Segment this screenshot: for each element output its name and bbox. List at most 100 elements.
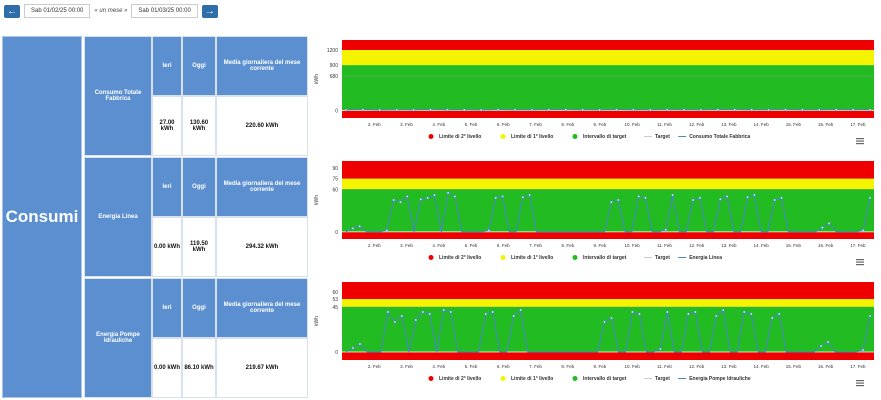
arrow-left-icon[interactable]: ← (4, 4, 20, 18)
legend-label: Intervallo di target (583, 255, 627, 261)
data-point (691, 198, 695, 202)
menu-bar (856, 385, 864, 387)
x-tick-label: 9. Feb (594, 364, 607, 369)
data-point (512, 314, 515, 318)
section-title: Consumi (2, 36, 82, 398)
data-point (479, 108, 483, 112)
data-point (851, 108, 855, 112)
data-point (547, 108, 551, 112)
legend-label: Target (655, 255, 670, 261)
x-tick-label: 14. Feb (754, 122, 770, 127)
data-point (784, 108, 787, 112)
x-tick-label: 7. Feb (529, 364, 542, 369)
x-tick-label: 4. Feb (432, 243, 445, 248)
header-avg: Media giornaliera del mese corrente (216, 278, 308, 338)
x-tick-label: 14. Feb (754, 364, 770, 369)
x-tick-label: 17. Feb (850, 243, 866, 248)
range-label: « un mese » (94, 8, 128, 14)
value-today: 119.50 kWh (182, 217, 216, 277)
data-point (834, 108, 838, 112)
arrow-right-icon[interactable]: → (201, 4, 218, 18)
legend-label: Limite di 2° livello (439, 376, 481, 382)
x-tick-label: 3. Feb (400, 122, 413, 127)
x-tick-label: 7. Feb (529, 243, 542, 248)
data-point (699, 108, 703, 112)
x-tick-label: 7. Feb (529, 122, 542, 127)
y-tick-label: 0 (335, 350, 338, 356)
data-point (581, 108, 584, 112)
menu-icon[interactable] (856, 259, 864, 266)
band (342, 50, 874, 66)
x-tick-label: 2. Feb (368, 364, 381, 369)
x-tick-label: 6. Feb (497, 243, 510, 248)
data-point (399, 200, 402, 204)
data-point (393, 320, 397, 324)
data-point (817, 108, 821, 112)
data-point (687, 312, 690, 316)
value-today: 86.10 kWh (182, 338, 216, 398)
energy-chart: 0 680 900 1200 kWh 2. Feb 3. Feb 4. Feb 5. Feb 6.… (308, 36, 880, 156)
data-point (648, 108, 652, 112)
metric-name: Energia Pompe Idrauliche (84, 278, 152, 398)
menu-icon[interactable] (856, 138, 864, 145)
legend-symbol (500, 376, 506, 381)
data-point (400, 314, 404, 318)
data-point (521, 195, 525, 199)
legend-label: Consumo Totale Fabbrica (689, 134, 750, 140)
legend-label: Limite di 1° livello (511, 255, 553, 261)
x-tick-label: 10. Feb (625, 243, 641, 248)
x-tick-label: 6. Feb (497, 122, 510, 127)
legend-label: Limite di 1° livello (511, 376, 553, 382)
value-today: 130.60 kWh (182, 96, 216, 156)
data-point (433, 193, 436, 197)
x-tick-label: 13. Feb (721, 122, 737, 127)
y-axis-label: kWh (314, 74, 320, 84)
y-tick-label: 60 (332, 290, 338, 296)
data-point (530, 108, 534, 112)
header-today: Oggi (182, 157, 216, 217)
data-point (753, 193, 756, 197)
menu-icon[interactable] (856, 380, 864, 387)
band (342, 231, 874, 239)
data-point (358, 224, 361, 228)
x-tick-label: 4. Feb (432, 364, 445, 369)
data-point (694, 310, 697, 314)
data-point (773, 198, 777, 202)
data-point (632, 108, 635, 112)
data-point (428, 312, 432, 316)
data-point (344, 108, 348, 112)
x-tick-label: 13. Feb (721, 364, 737, 369)
data-point (725, 195, 729, 198)
data-point (770, 316, 774, 320)
end-date-field[interactable]: Sab 01/03/25 00:00 (131, 4, 198, 18)
chart-svg: 0 60 75 90 kWh 2. Feb 3. Feb 4. Feb 5. Feb 6. Feb… (314, 161, 874, 266)
menu-bar (856, 259, 864, 261)
data-point (746, 195, 749, 199)
data-point (453, 195, 457, 198)
legend-label: Limite di 2° livello (439, 255, 481, 261)
start-date-field[interactable]: Sab 01/02/25 00:00 (24, 4, 91, 18)
data-point (603, 320, 606, 324)
legend-label: Intervallo di target (583, 376, 627, 382)
data-point (378, 108, 382, 112)
x-tick-label: 13. Feb (721, 243, 737, 248)
data-point (491, 310, 495, 314)
y-tick-label: 75 (332, 177, 338, 183)
data-point (861, 229, 865, 232)
date-navigation: ← Sab 01/02/25 00:00 « un mese » Sab 01/… (4, 4, 218, 18)
data-point (426, 196, 429, 200)
header-yesterday: Ieri (152, 278, 182, 338)
data-point (644, 196, 647, 200)
band (342, 282, 874, 299)
data-point (749, 312, 753, 316)
menu-bar (856, 138, 864, 140)
data-point (664, 228, 668, 232)
x-tick-label: 3. Feb (400, 243, 413, 248)
legend-symbol (428, 255, 434, 260)
legend-symbol (428, 134, 434, 139)
x-tick-label: 8. Feb (561, 364, 574, 369)
menu-bar (856, 261, 864, 263)
data-point (395, 108, 399, 112)
x-tick-label: 3. Feb (400, 364, 413, 369)
legend-label: Energia Linea (689, 255, 722, 261)
